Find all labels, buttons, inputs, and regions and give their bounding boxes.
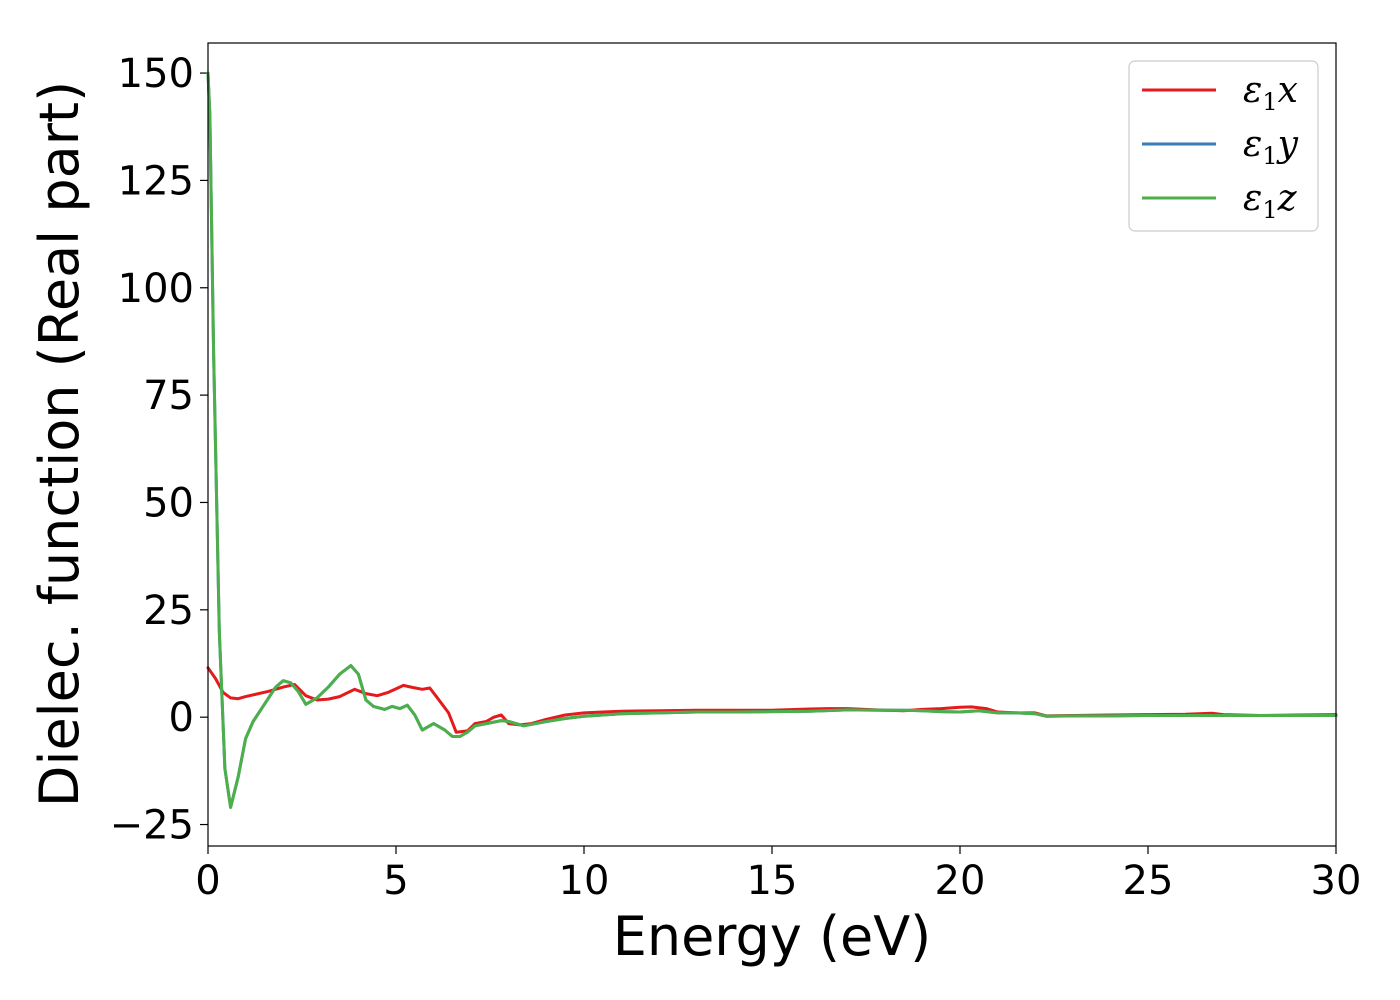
legend-box bbox=[1128, 60, 1319, 232]
y-tick-label: 0 bbox=[169, 695, 194, 741]
series-line-z bbox=[206, 71, 1338, 809]
series-line-x bbox=[206, 666, 1338, 734]
x-tick-label: 0 bbox=[195, 858, 220, 904]
legend-component: z bbox=[1277, 178, 1298, 219]
x-tick-label: 25 bbox=[1123, 858, 1174, 904]
legend-symbol: ε bbox=[1243, 178, 1262, 219]
x-tick-label: 10 bbox=[559, 858, 610, 904]
x-tick-label: 5 bbox=[383, 858, 408, 904]
legend-component: y bbox=[1276, 124, 1299, 165]
legend-symbol: ε bbox=[1243, 70, 1262, 111]
legend-label-y: ε1y bbox=[1243, 124, 1299, 170]
legend-label-x: ε1x bbox=[1243, 70, 1298, 116]
y-tick-label: −25 bbox=[110, 803, 194, 849]
legend-label-z: ε1z bbox=[1243, 178, 1298, 224]
x-tick-label: 30 bbox=[1311, 858, 1362, 904]
legend-subscript: 1 bbox=[1262, 196, 1277, 224]
x-axis-label: Energy (eV) bbox=[613, 905, 932, 968]
plot-frame bbox=[207, 42, 1337, 847]
legend-symbol: ε bbox=[1243, 124, 1262, 165]
y-tick-label: 150 bbox=[118, 51, 194, 97]
y-tick-label: 50 bbox=[143, 480, 194, 526]
legend-component: x bbox=[1278, 70, 1298, 111]
y-tick-label: 25 bbox=[143, 588, 194, 634]
x-tick-label: 15 bbox=[747, 858, 798, 904]
y-axis-label: Dielec. function (Real part) bbox=[28, 81, 91, 807]
y-tick-label: 125 bbox=[118, 158, 194, 204]
y-tick-label: 100 bbox=[118, 266, 194, 312]
legend-subscript: 1 bbox=[1262, 88, 1277, 116]
plot-lines bbox=[206, 71, 1338, 809]
legend-subscript: 1 bbox=[1262, 142, 1277, 170]
y-tick-label: 75 bbox=[143, 373, 194, 419]
x-tick-label: 20 bbox=[935, 858, 986, 904]
